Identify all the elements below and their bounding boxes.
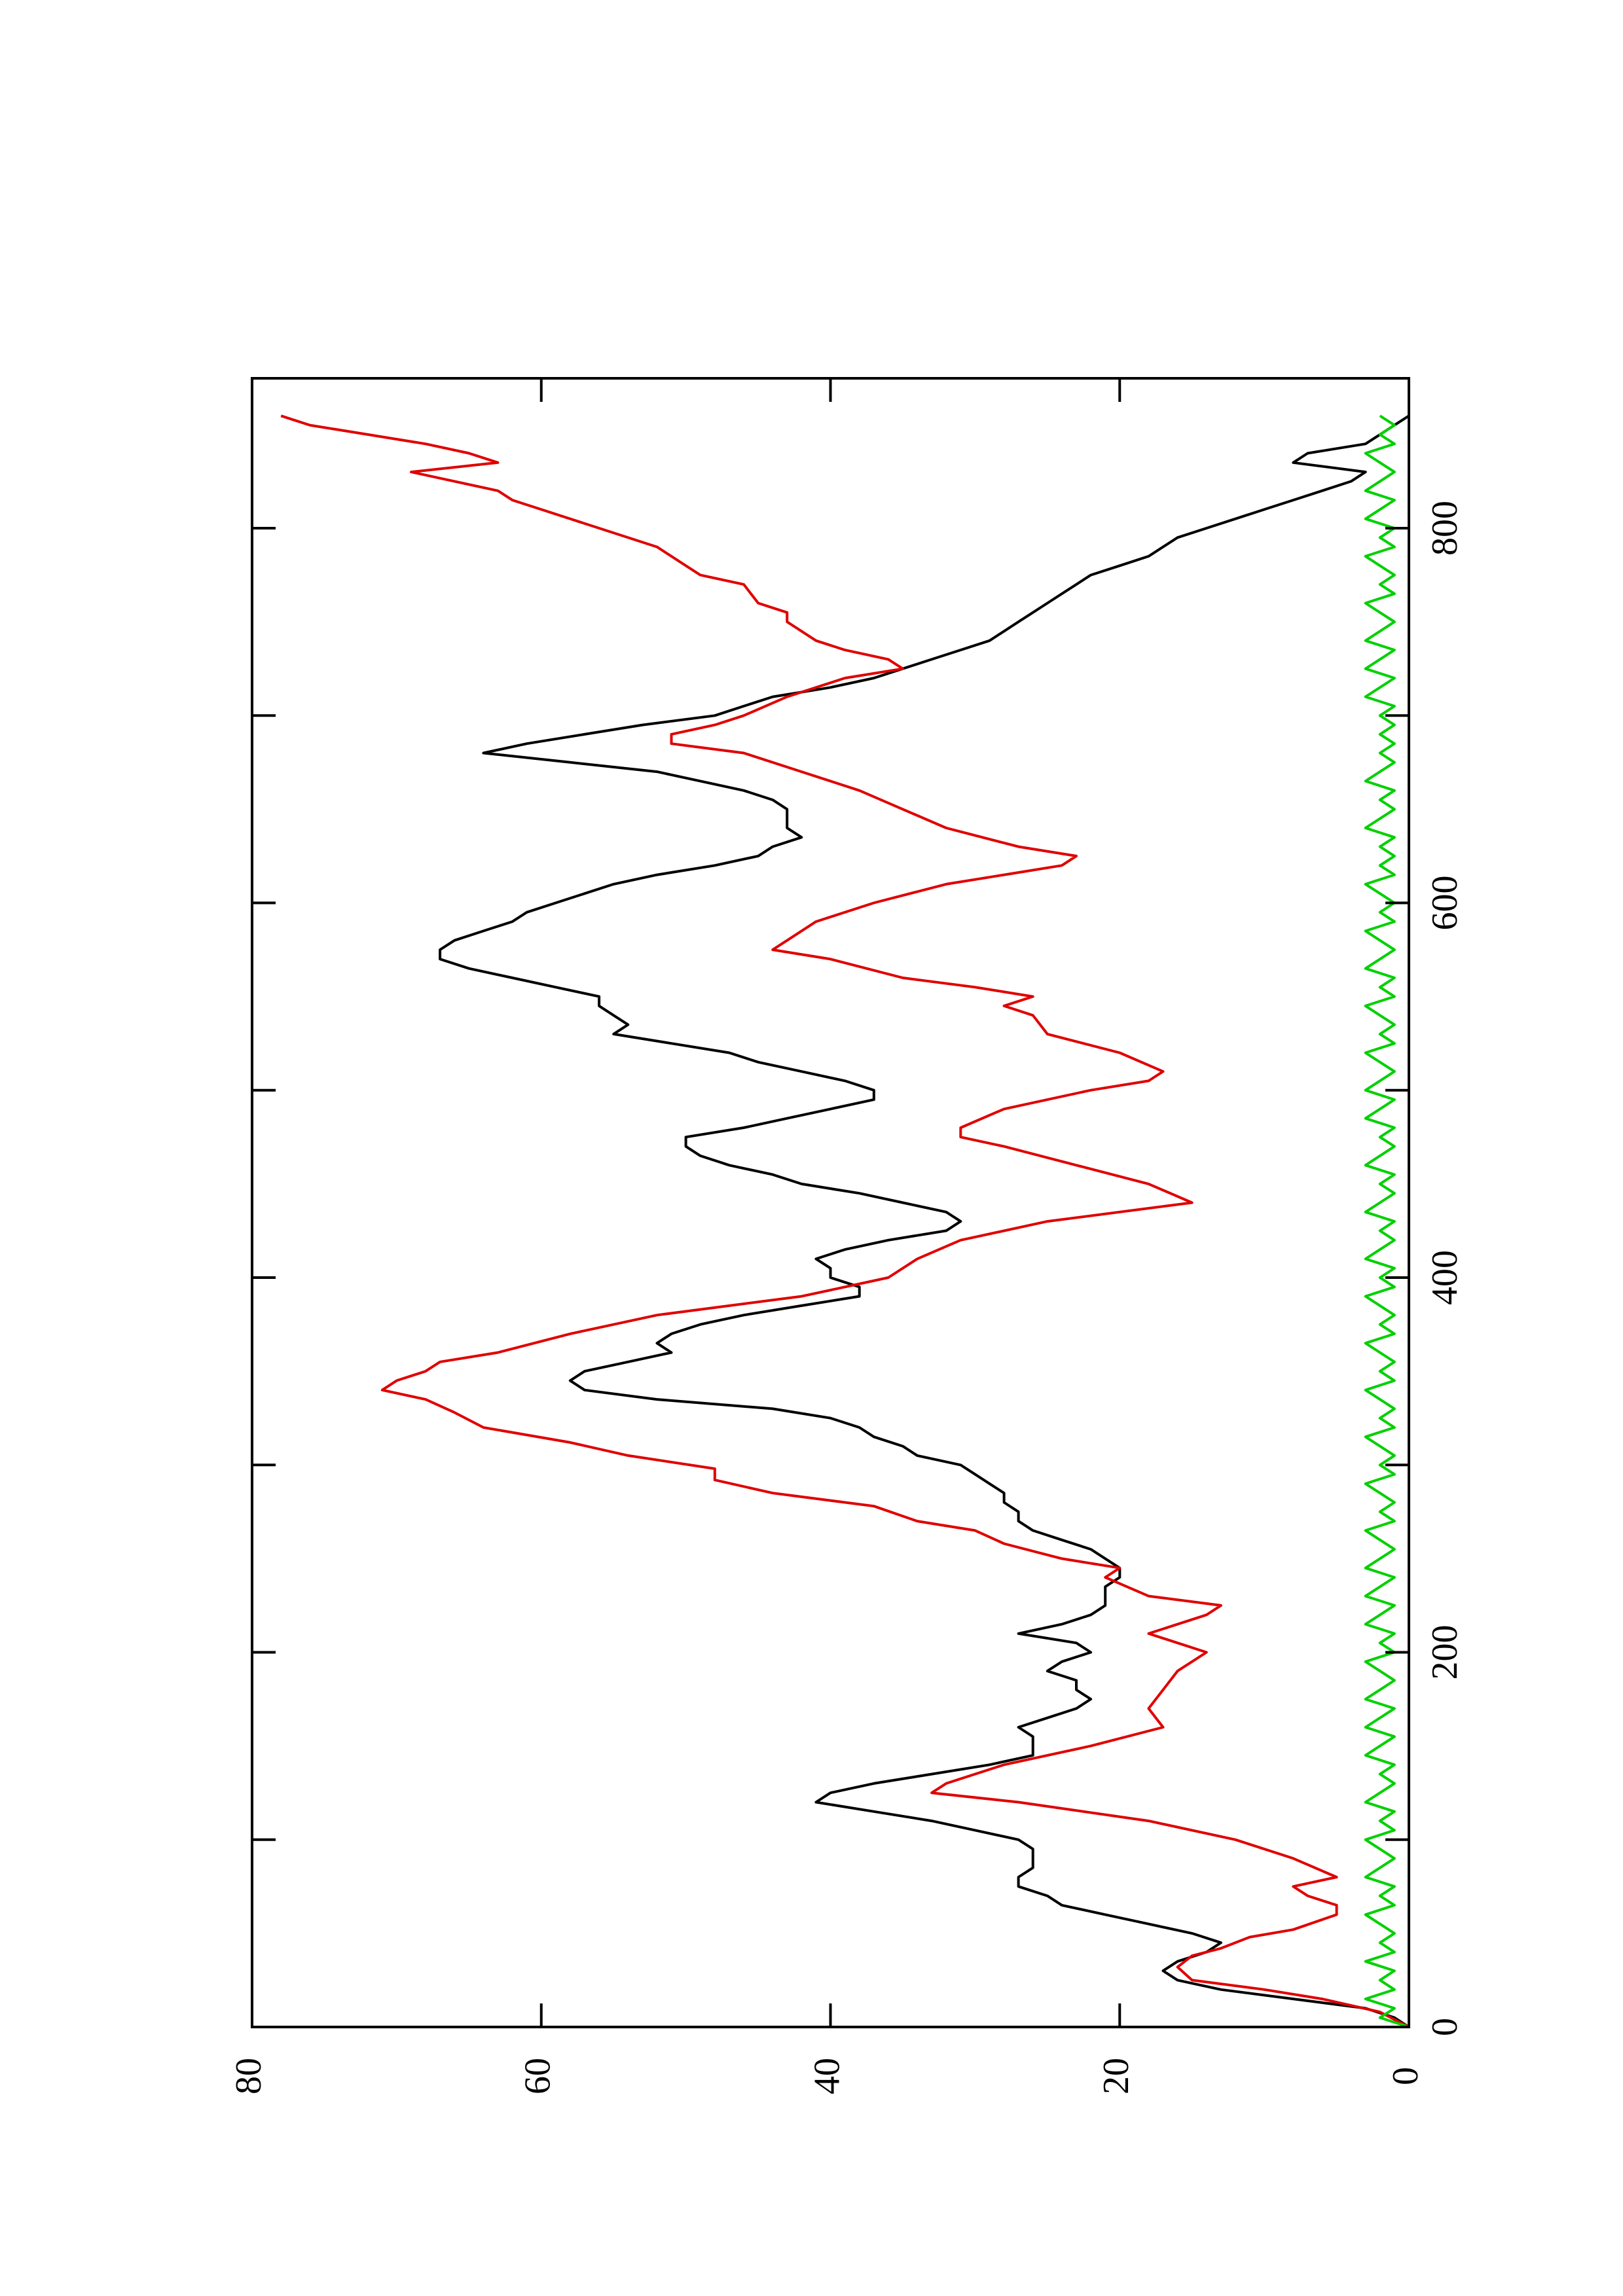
x-tick-label: 400 xyxy=(1425,1250,1465,1305)
y-tick-label: 0 xyxy=(1385,2067,1426,2085)
series-line-3 xyxy=(1364,414,1410,2028)
y-tick-label: 80 xyxy=(228,2058,269,2094)
series-line-1 xyxy=(439,414,1410,2028)
tick-labels-group: 0 200 400 600 800 0 20 40 60 80 xyxy=(228,501,1465,2094)
x-tick-label: 200 xyxy=(1425,1625,1465,1680)
y-tick-label: 40 xyxy=(807,2058,847,2094)
plot-series-group xyxy=(280,414,1410,2028)
x-tick-label: 800 xyxy=(1425,501,1465,556)
y-tick-label: 60 xyxy=(518,2058,558,2094)
series-line-2 xyxy=(280,414,1410,2028)
x-tick-label: 0 xyxy=(1425,2018,1465,2036)
y-tick-label: 20 xyxy=(1096,2058,1137,2094)
x-tick-label: 600 xyxy=(1425,876,1465,931)
axis-ticks-group xyxy=(251,378,1410,2028)
